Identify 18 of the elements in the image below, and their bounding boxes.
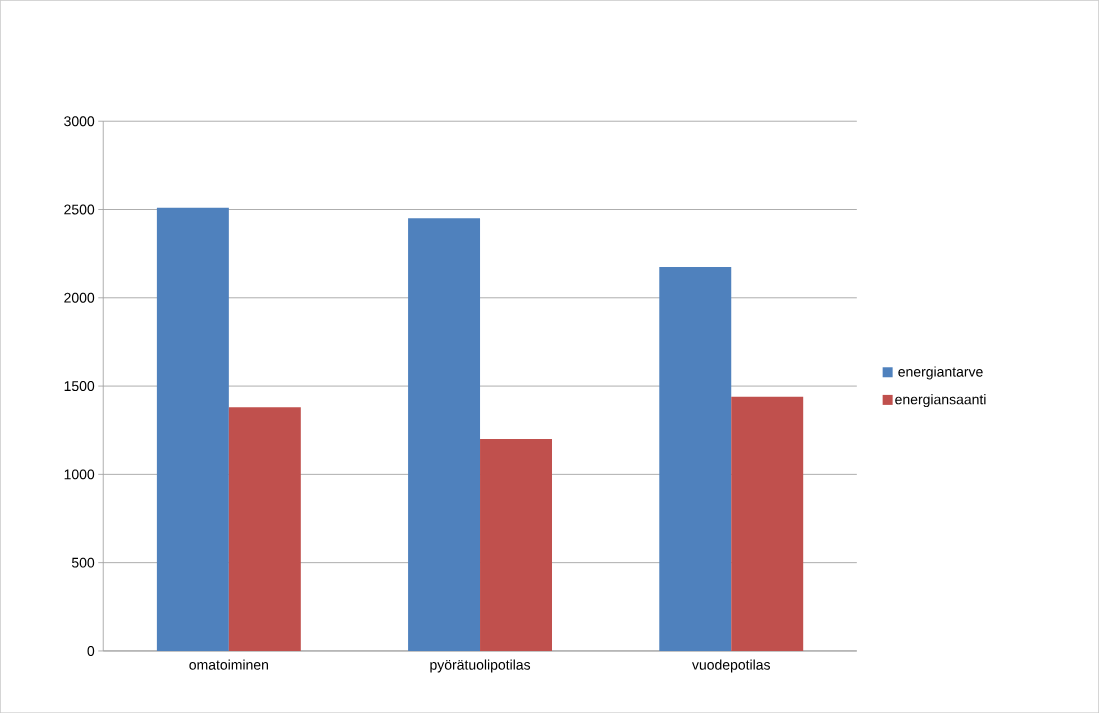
x-tick-label: omatoiminen [189, 659, 268, 670]
y-tick-label: 1500 [64, 381, 95, 391]
y-tick-label: 0 [87, 645, 95, 656]
x-tick-label: vuodepotilas [692, 659, 770, 673]
bar [480, 438, 553, 651]
legend-label: energiansaanti [895, 393, 986, 408]
bar [659, 266, 732, 651]
bar [228, 407, 301, 651]
x-tick-label: pyörätuolipotilas [430, 659, 531, 673]
bar [731, 396, 804, 651]
bar [156, 207, 229, 651]
y-tick-label: 500 [71, 557, 95, 568]
y-tick-label: 3000 [64, 116, 95, 127]
bar [408, 218, 481, 651]
y-tick-label: 2000 [64, 292, 95, 303]
legend-label: energiantarve [898, 366, 983, 380]
y-tick-label: 2500 [64, 204, 95, 215]
y-tick-label: 1000 [64, 469, 95, 480]
